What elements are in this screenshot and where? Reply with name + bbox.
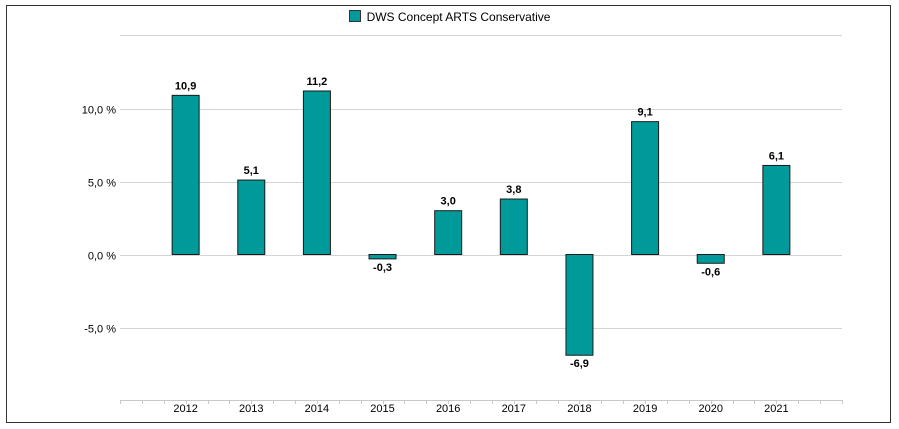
- x-tick-label: 2016: [436, 403, 460, 415]
- bar: [499, 198, 528, 256]
- legend-swatch: [348, 10, 361, 22]
- bar: [368, 254, 397, 260]
- x-tick-label: 2020: [698, 403, 722, 415]
- y-tick-label: -5,0 %: [84, 324, 116, 336]
- data-label: 3,8: [506, 184, 521, 196]
- x-tick-label: 2015: [370, 403, 394, 415]
- x-tick-label: 2014: [305, 403, 329, 415]
- bar: [565, 254, 594, 356]
- y-tick-label: 10,0 %: [82, 105, 116, 117]
- bar: [762, 164, 791, 255]
- bar: [237, 179, 266, 255]
- x-tick-label: 2019: [633, 403, 657, 415]
- x-tick-label: 2013: [239, 403, 263, 415]
- data-label: -0,3: [373, 262, 392, 274]
- bar: [434, 210, 463, 255]
- x-tick-label: 2017: [502, 403, 526, 415]
- x-tick-label: 2012: [173, 403, 197, 415]
- data-label: 9,1: [637, 107, 652, 119]
- data-label: 3,0: [441, 196, 456, 208]
- x-axis: 2012 2013 2014 2015 2016 2017 2018 2019 2020 2021: [120, 400, 843, 415]
- data-label: 6,1: [769, 150, 784, 162]
- data-label: 5,1: [244, 165, 259, 177]
- bars: [171, 90, 791, 356]
- y-tick-label: 5,0 %: [88, 178, 116, 190]
- bar: [696, 254, 725, 264]
- bar: [631, 121, 660, 255]
- legend-label: DWS Concept ARTS Conservative: [366, 10, 551, 24]
- bar: [302, 90, 331, 256]
- data-label: -0,6: [701, 266, 720, 278]
- x-tick-label: 2018: [567, 403, 591, 415]
- chart-legend: DWS Concept ARTS Conservative: [0, 10, 899, 24]
- bar: [171, 94, 200, 255]
- grid-lines: [120, 35, 842, 329]
- data-label: 10,9: [175, 80, 196, 92]
- y-axis-tick-labels: -5,0 % 0,0 % 5,0 % 10,0 %: [82, 105, 116, 336]
- data-label: 11,2: [307, 76, 328, 88]
- data-labels: 10,9 5,1 11,2 -0,3 3,0 3,8 -6,9 9,1 -0,6 6,1: [175, 76, 784, 370]
- y-tick-label: 0,0 %: [88, 251, 116, 263]
- x-tick-label: 2021: [764, 403, 788, 415]
- data-label: -6,9: [570, 358, 589, 370]
